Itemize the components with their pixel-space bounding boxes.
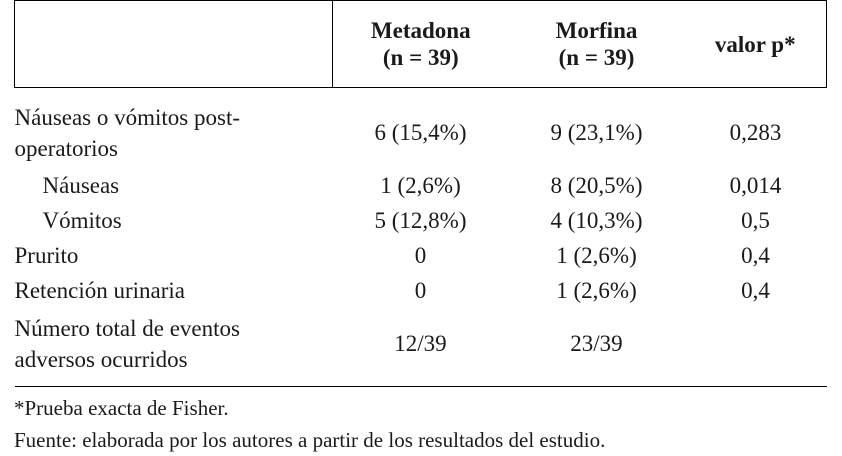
row-label-line: operatorios [14, 135, 118, 161]
morfina-cell: 9 (23,1%) [550, 120, 643, 146]
header-morfina-name: Morfina [555, 18, 638, 43]
row-label: Vómitos [42, 207, 122, 233]
table-row: Número total de eventos adversos ocurrid… [14, 307, 827, 387]
header-metadona-name: Metadona [370, 18, 471, 43]
table-row: Vómitos 5 (12,8%) 4 (10,3%) 0,5 [15, 203, 827, 238]
p-value-cell: 0,014 [729, 172, 782, 198]
morfina-cell: 1 (2,6%) [556, 242, 637, 268]
morfina-cell: 1 (2,6%) [556, 277, 637, 303]
table-notes: *Prueba exacta de Fisher. Fuente: elabor… [14, 392, 826, 456]
table-header: Metadona (n = 39) Morfina (n = 39) valor… [14, 0, 827, 88]
table-row: Náuseas 1 (2,6%) 8 (20,5%) 0,014 [15, 168, 827, 203]
source-note: Fuente: elaborada por los autores a part… [14, 428, 606, 452]
row-label-line: Número total de eventos [14, 315, 240, 341]
adverse-events-table: Metadona (n = 39) Morfina (n = 39) valor… [14, 0, 827, 387]
metadona-cell: 12/39 [332, 307, 509, 387]
metadona-cell: 6 (15,4%) [374, 120, 467, 146]
p-value-cell: 0,5 [741, 207, 770, 233]
header-p-value: valor p* [684, 0, 827, 88]
morfina-cell: 8 (20,5%) [550, 172, 643, 198]
table-row: Prurito 0 1 (2,6%) 0,4 [15, 238, 827, 273]
row-label: Prurito [14, 242, 79, 268]
row-label: Náuseas o vómitos post- operatorios [15, 88, 333, 168]
row-label: Náuseas [42, 172, 120, 198]
metadona-cell: 0 [414, 277, 427, 303]
p-value-cell: 0,4 [741, 277, 770, 303]
morfina-cell: 23/39 [508, 307, 685, 387]
metadona-cell: 5 (12,8%) [374, 207, 467, 233]
table-body: Náuseas o vómitos post- operatorios 6 (1… [14, 88, 827, 387]
row-label-line: adversos ocurridos [14, 346, 188, 372]
metadona-cell: 0 [414, 242, 427, 268]
header-morfina: Morfina (n = 39) [508, 0, 685, 88]
row-label: Retención urinaria [14, 277, 186, 303]
row-label: Número total de eventos adversos ocurrid… [14, 307, 333, 387]
morfina-cell: 4 (10,3%) [550, 207, 643, 233]
p-value-cell [684, 307, 827, 387]
p-value-cell: 0,4 [741, 242, 770, 268]
p-value-cell: 0,283 [729, 120, 782, 146]
table-row: Retención urinaria 0 1 (2,6%) 0,4 [15, 273, 827, 308]
footnote: *Prueba exacta de Fisher. [14, 396, 229, 420]
table-row: Náuseas o vómitos post- operatorios 6 (1… [15, 88, 827, 168]
metadona-cell: 1 (2,6%) [380, 172, 461, 198]
header-metadona: Metadona (n = 39) [332, 0, 509, 88]
row-label-line: Náuseas o vómitos post- [14, 104, 241, 130]
header-metadona-n: (n = 39) [382, 45, 459, 70]
header-morfina-n: (n = 39) [558, 45, 635, 70]
header-empty-cell [14, 0, 333, 88]
adverse-events-table-block: Metadona (n = 39) Morfina (n = 39) valor… [14, 0, 827, 456]
